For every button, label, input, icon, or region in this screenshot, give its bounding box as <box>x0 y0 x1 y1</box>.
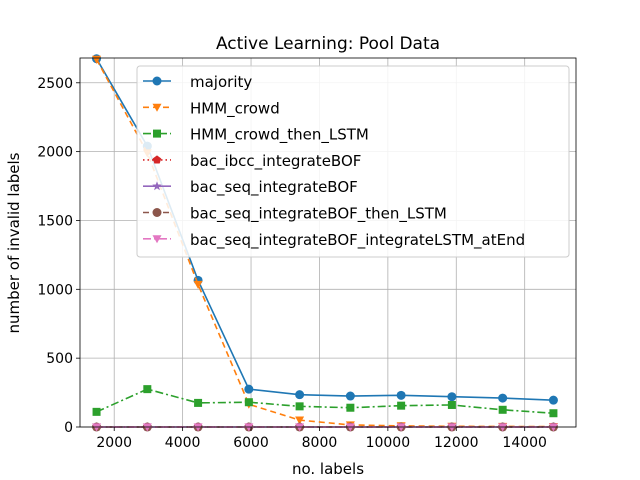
data-point <box>295 423 305 432</box>
legend-label: bac_seq_integrateBOF <box>190 178 358 197</box>
data-point <box>244 423 254 432</box>
series-line <box>96 388 554 415</box>
y-tick-label: 2000 <box>37 145 73 161</box>
legend-marker <box>153 129 161 138</box>
chart-title: Active Learning: Pool Data <box>216 34 440 54</box>
data-point <box>244 398 253 407</box>
legend-box <box>136 65 570 258</box>
data-point <box>295 402 304 411</box>
x-tick-label: 12000 <box>434 435 479 451</box>
legend-label: bac_ibcc_integrateBOF <box>190 152 361 171</box>
data-point <box>295 390 305 400</box>
legend: majority HMM_crowd HMM_crowd_then_LSTM bac_… <box>136 65 570 258</box>
data-point <box>92 407 101 416</box>
data-point <box>498 423 508 432</box>
data-point <box>498 393 508 403</box>
data-point <box>143 385 152 394</box>
plot-frame <box>79 57 577 428</box>
data-point <box>396 423 406 432</box>
tick-labels: 2000 4000 6000 8000 10000 12000 14000 0 500 1000 1… <box>37 76 547 451</box>
y-tick-label: 1500 <box>37 213 73 229</box>
y-tick-label: 0 <box>64 420 73 436</box>
axes <box>79 57 577 428</box>
data-point <box>345 423 355 432</box>
x-tick-label: 10000 <box>366 435 411 451</box>
data-point <box>346 403 355 412</box>
data-point <box>193 280 203 289</box>
data-point <box>194 398 203 407</box>
data-point <box>92 423 102 432</box>
y-axis-label: number of invalid labels <box>5 152 23 333</box>
y-tick-label: 1000 <box>37 282 73 298</box>
data-point <box>447 392 457 402</box>
legend-label: majority <box>190 73 252 91</box>
data-point <box>295 416 305 425</box>
legend-marker <box>152 76 162 86</box>
data-point <box>193 423 203 432</box>
y-tick-label: 2500 <box>37 76 73 92</box>
x-tick-label: 4000 <box>165 435 201 451</box>
data-point <box>244 384 254 394</box>
data-point <box>142 423 152 432</box>
data-point <box>498 405 507 414</box>
x-tick-label: 2000 <box>96 435 132 451</box>
data-point <box>447 423 457 432</box>
data-point <box>397 401 406 410</box>
legend-label: HMM_crowd <box>190 99 280 118</box>
legend-label: HMM_crowd_then_LSTM <box>190 126 369 145</box>
x-tick-label: 6000 <box>233 435 269 451</box>
x-tick-label: 14000 <box>502 435 547 451</box>
data-point <box>548 423 558 432</box>
y-tick-label: 500 <box>46 351 73 367</box>
x-axis-label: no. labels <box>292 460 364 478</box>
legend-marker <box>152 208 162 217</box>
data-point <box>447 400 456 409</box>
data-point <box>548 395 558 405</box>
data-point <box>549 409 558 418</box>
legend-marker <box>152 103 162 112</box>
legend-marker <box>152 235 162 244</box>
series-2 <box>92 385 558 418</box>
x-tick-label: 8000 <box>302 435 338 451</box>
legend-marker <box>152 181 162 191</box>
legend-marker <box>152 155 162 164</box>
data-point <box>345 391 355 401</box>
data-point <box>396 390 406 400</box>
legend-label: bac_seq_integrateBOF_integrateLSTM_atEnd <box>190 231 525 250</box>
legend-label: bac_seq_integrateBOF_then_LSTM <box>190 205 447 224</box>
